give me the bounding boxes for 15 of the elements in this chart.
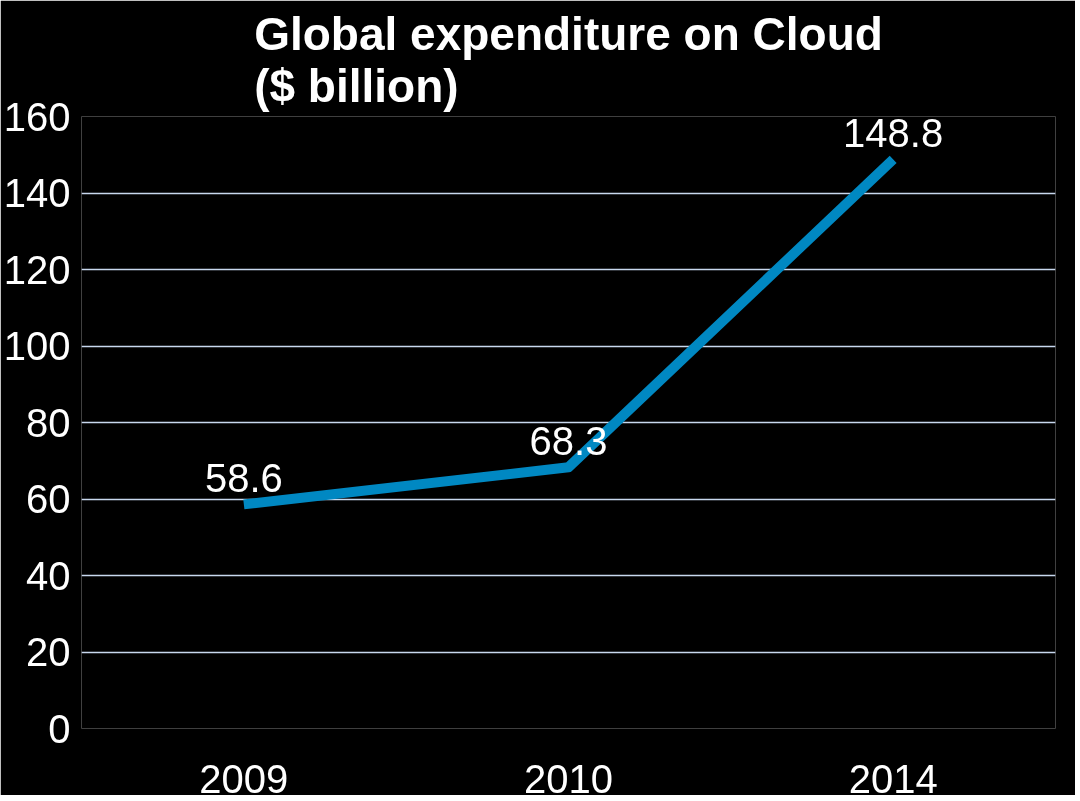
y-tick-label: 140 xyxy=(3,171,71,215)
y-tick-label: 20 xyxy=(26,630,71,674)
x-tick-label: 2014 xyxy=(848,756,938,801)
y-tick-label: 80 xyxy=(26,400,71,445)
data-label: 58.6 xyxy=(204,456,283,501)
y-tick-label: 160 xyxy=(3,94,71,139)
y-tick-label: 0 xyxy=(48,706,71,751)
data-label: 148.8 xyxy=(843,111,944,156)
chart-title: Global expenditure on Cloud ($ billion) xyxy=(254,7,883,112)
y-tick-label: 100 xyxy=(3,324,71,368)
x-tick-label: 2010 xyxy=(524,756,613,801)
y-tick-label: 120 xyxy=(3,247,71,292)
y-tick-label: 60 xyxy=(26,477,71,521)
y-tick-label: 40 xyxy=(26,553,71,598)
x-tick-label: 2009 xyxy=(199,756,289,801)
